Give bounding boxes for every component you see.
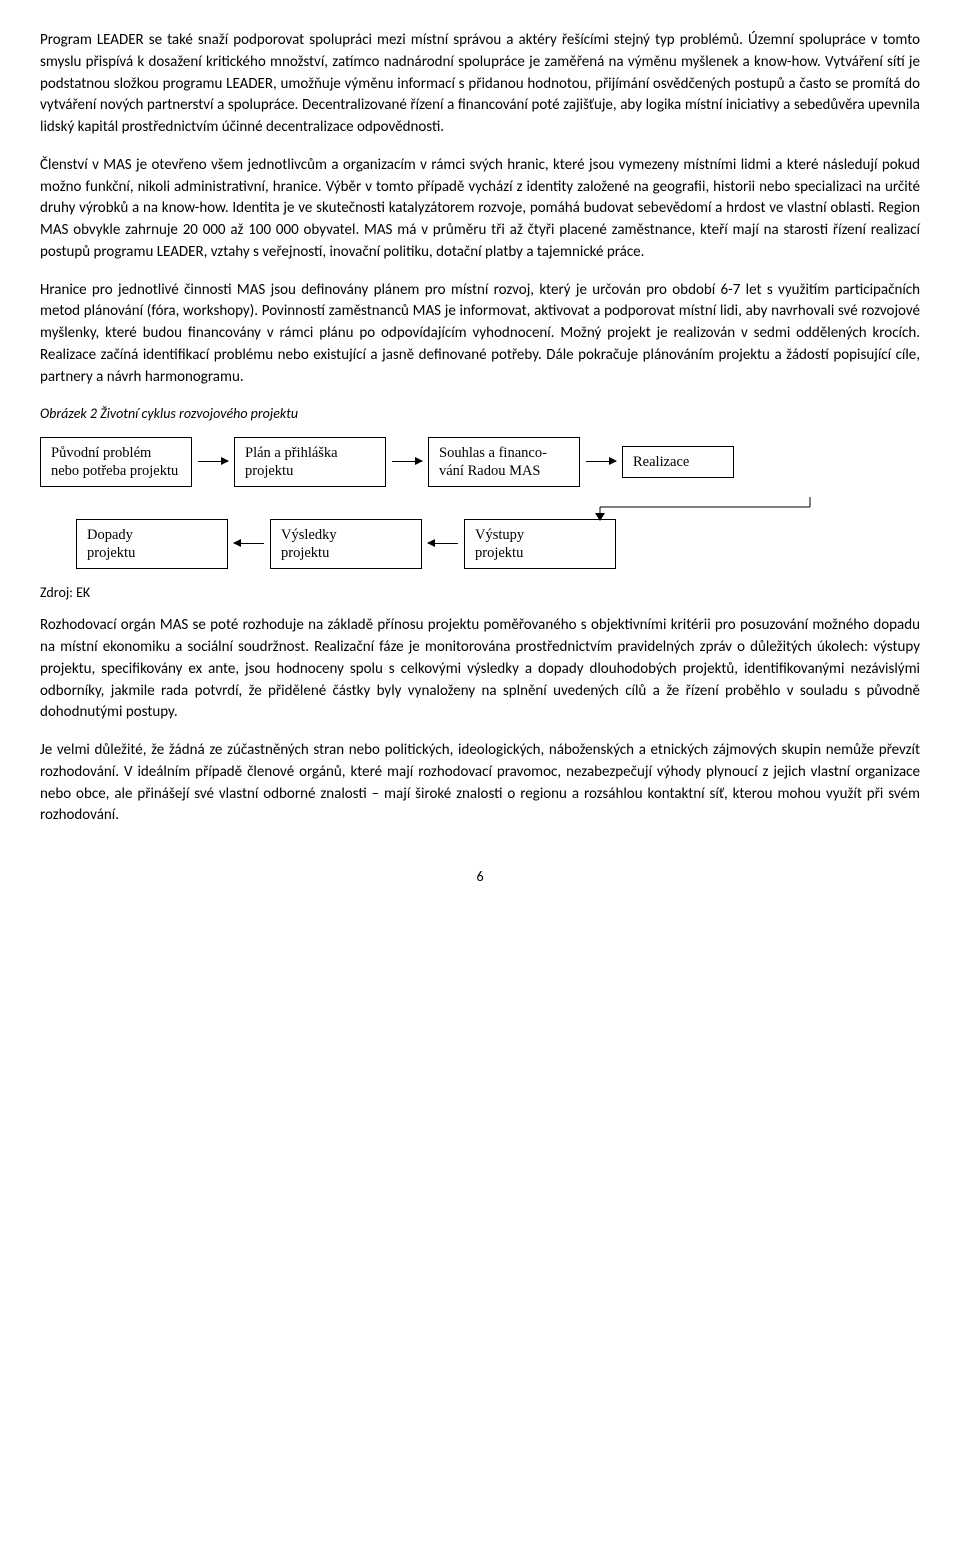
box-problem-line2: nebo potřeba projektu	[51, 463, 178, 479]
arrow-right-icon	[586, 461, 616, 462]
diagram-row-2: Dopady projektu Výsledky projektu Výstup…	[76, 519, 920, 569]
diagram-connector-down	[40, 497, 920, 519]
box-results-line1: Výsledky	[281, 527, 337, 543]
box-results-line2: projektu	[281, 545, 329, 561]
paragraph-3: Hranice pro jednotlivé činnosti MAS jsou…	[40, 280, 920, 389]
diagram-row-1: Původní problém nebo potřeba projektu Pl…	[40, 437, 920, 487]
box-realization: Realizace	[622, 446, 734, 478]
box-results: Výsledky projektu	[270, 519, 422, 569]
arrow-left-icon	[234, 543, 264, 544]
box-plan-line2: projektu	[245, 463, 293, 479]
page-number: 6	[40, 867, 920, 887]
box-impacts-line1: Dopady	[87, 527, 133, 543]
box-plan-line1: Plán a přihláška	[245, 445, 338, 461]
box-outputs-line1: Výstupy	[475, 527, 524, 543]
box-outputs: Výstupy projektu	[464, 519, 616, 569]
box-approval-line2: vání Radou MAS	[439, 463, 541, 479]
box-problem-line1: Původní problém	[51, 445, 151, 461]
arrow-right-icon	[392, 461, 422, 462]
paragraph-2: Členství v MAS je otevřeno všem jednotli…	[40, 155, 920, 264]
box-problem: Původní problém nebo potřeba projektu	[40, 437, 192, 487]
arrow-left-icon	[428, 543, 458, 544]
box-plan: Plán a přihláška projektu	[234, 437, 386, 487]
paragraph-4: Rozhodovací orgán MAS se poté rozhoduje …	[40, 615, 920, 724]
paragraph-5: Je velmi důležité, že žádná ze zúčastněn…	[40, 740, 920, 827]
box-outputs-line2: projektu	[475, 545, 523, 561]
figure-source: Zdroj: EK	[40, 583, 920, 603]
box-approval-line1: Souhlas a financo-	[439, 445, 547, 461]
figure-caption: Obrázek 2 Životní cyklus rozvojového pro…	[40, 404, 920, 424]
paragraph-1: Program LEADER se také snaží podporovat …	[40, 30, 920, 139]
lifecycle-diagram: Původní problém nebo potřeba projektu Pl…	[40, 437, 920, 570]
box-approval: Souhlas a financo- vání Radou MAS	[428, 437, 580, 487]
box-impacts-line2: projektu	[87, 545, 135, 561]
box-realization-line1: Realizace	[633, 454, 689, 470]
box-impacts: Dopady projektu	[76, 519, 228, 569]
arrow-right-icon	[198, 461, 228, 462]
